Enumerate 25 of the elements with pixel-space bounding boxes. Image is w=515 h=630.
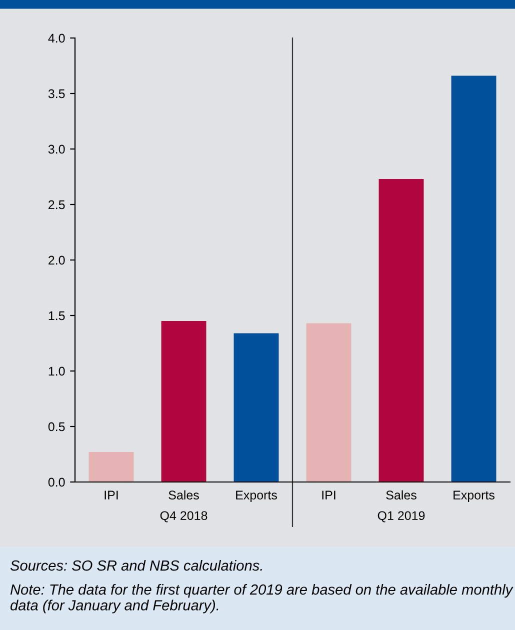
x-tick-label: IPI [322, 490, 336, 500]
source-note: Sources: SO SR and NBS calculations. [10, 560, 262, 571]
x-tick-label: Sales [386, 490, 416, 500]
y-tick-label: 1.0 [48, 366, 65, 376]
text: Q4 2018 [160, 511, 208, 522]
y-tick-label: 3.0 [48, 144, 65, 154]
y-tick-label: 1.5 [48, 311, 65, 320]
text: Q1 2019 [378, 511, 425, 522]
x-tick-label: Sales [168, 490, 199, 500]
y-tick-label: 2.5 [48, 200, 65, 210]
bar [378, 178, 424, 482]
bar [88, 452, 134, 482]
x-tick-label: Exports [454, 490, 494, 502]
y-tick-label: 0.0 [48, 478, 65, 487]
x-tick-label: IPI [104, 490, 118, 500]
bar [451, 76, 496, 482]
bar [234, 333, 279, 482]
x-tick-label: Exports [236, 490, 277, 502]
y-tick-label: 4.0 [48, 34, 65, 43]
bar [306, 323, 352, 482]
y-tick-label: 3.5 [48, 89, 65, 98]
bar [161, 321, 206, 482]
y-tick-label: 2.0 [48, 256, 65, 265]
text: Note: The data for the first quarter of 2019 are based on the available monthly data (for January and February). [10, 584, 514, 614]
y-tick-label: 0.5 [48, 422, 65, 432]
